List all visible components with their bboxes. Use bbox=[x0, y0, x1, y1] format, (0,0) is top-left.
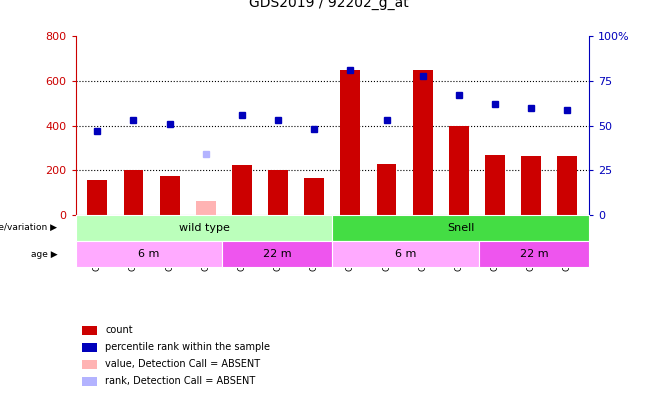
Text: percentile rank within the sample: percentile rank within the sample bbox=[105, 342, 270, 352]
Text: value, Detection Call = ABSENT: value, Detection Call = ABSENT bbox=[105, 359, 261, 369]
Text: genotype/variation ▶: genotype/variation ▶ bbox=[0, 223, 57, 232]
Bar bbox=[557, 156, 577, 215]
Text: 6 m: 6 m bbox=[138, 249, 160, 259]
Bar bbox=[340, 70, 361, 215]
Bar bbox=[485, 155, 505, 215]
Bar bbox=[304, 178, 324, 215]
Bar bbox=[332, 215, 589, 241]
Text: GDS2019 / 92202_g_at: GDS2019 / 92202_g_at bbox=[249, 0, 409, 10]
Bar bbox=[76, 241, 222, 267]
Text: 22 m: 22 m bbox=[263, 249, 291, 259]
Bar bbox=[88, 180, 107, 215]
Text: age ▶: age ▶ bbox=[31, 249, 57, 259]
Text: rank, Detection Call = ABSENT: rank, Detection Call = ABSENT bbox=[105, 376, 255, 386]
Bar bbox=[76, 215, 332, 241]
Bar bbox=[160, 176, 180, 215]
Bar bbox=[222, 241, 332, 267]
Bar bbox=[521, 156, 541, 215]
Bar bbox=[413, 70, 432, 215]
Text: wild type: wild type bbox=[178, 223, 230, 233]
Text: 22 m: 22 m bbox=[520, 249, 548, 259]
Bar bbox=[479, 241, 589, 267]
Text: Snell: Snell bbox=[447, 223, 474, 233]
Bar bbox=[124, 170, 143, 215]
Bar bbox=[268, 170, 288, 215]
Bar bbox=[232, 164, 252, 215]
Bar bbox=[449, 126, 468, 215]
Text: count: count bbox=[105, 325, 133, 335]
Bar bbox=[196, 201, 216, 215]
Bar bbox=[376, 164, 396, 215]
Text: 6 m: 6 m bbox=[395, 249, 417, 259]
Bar bbox=[332, 241, 479, 267]
